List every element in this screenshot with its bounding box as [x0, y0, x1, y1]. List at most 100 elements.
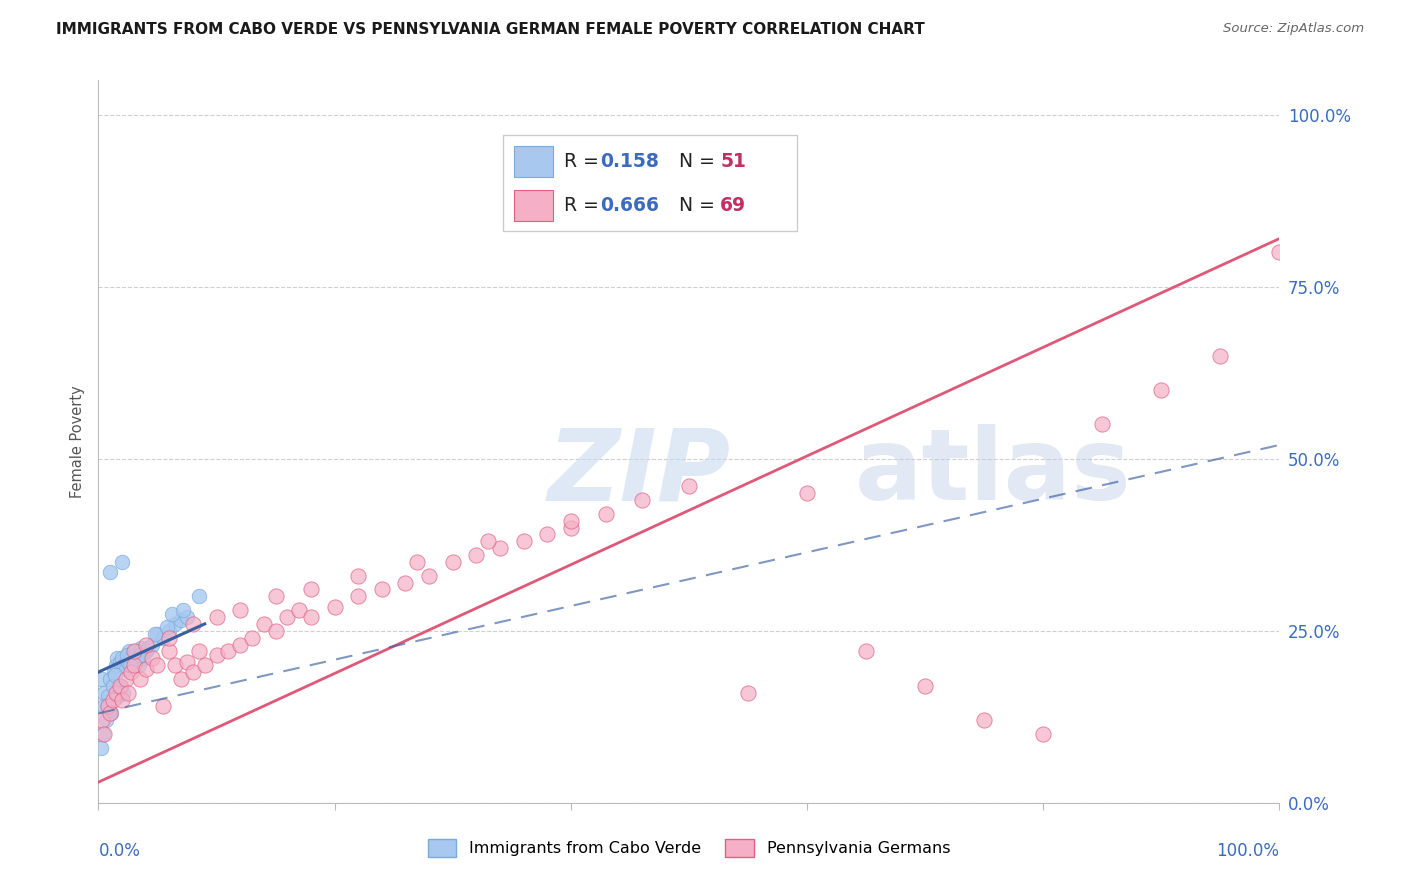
Point — [737, 686, 759, 700]
Point — [347, 590, 370, 604]
Point — [512, 534, 534, 549]
Point — [91, 713, 114, 727]
Point — [678, 479, 700, 493]
Point — [114, 662, 136, 676]
Point — [796, 486, 818, 500]
Point — [111, 692, 134, 706]
Point — [157, 644, 180, 658]
Point — [146, 658, 169, 673]
Point — [132, 651, 155, 665]
Point — [176, 655, 198, 669]
Point — [93, 727, 115, 741]
Text: R =: R = — [564, 196, 606, 215]
Point — [111, 651, 134, 665]
Point — [157, 624, 180, 638]
Text: N =: N = — [679, 196, 721, 215]
Point — [299, 610, 322, 624]
Point — [156, 620, 179, 634]
Point — [264, 590, 287, 604]
Point — [477, 534, 499, 549]
Point — [115, 648, 138, 662]
Legend: Immigrants from Cabo Verde, Pennsylvania Germans: Immigrants from Cabo Verde, Pennsylvania… — [422, 832, 956, 863]
Point — [176, 610, 198, 624]
Point — [371, 582, 394, 597]
Point — [630, 493, 652, 508]
Point — [125, 648, 148, 662]
Text: 0.158: 0.158 — [600, 152, 658, 171]
Point — [560, 514, 582, 528]
Text: 0.666: 0.666 — [600, 196, 659, 215]
Point — [141, 651, 163, 665]
Text: Source: ZipAtlas.com: Source: ZipAtlas.com — [1223, 22, 1364, 36]
Point — [170, 614, 193, 628]
Point — [107, 689, 129, 703]
Point — [90, 740, 112, 755]
Point — [489, 541, 512, 556]
Point — [1091, 417, 1114, 432]
Point — [118, 644, 141, 658]
Point — [122, 658, 145, 673]
Point — [973, 713, 995, 727]
Point — [165, 658, 187, 673]
Text: R =: R = — [564, 152, 606, 171]
Point — [110, 679, 132, 693]
FancyBboxPatch shape — [515, 190, 553, 221]
Text: IMMIGRANTS FROM CABO VERDE VS PENNSYLVANIA GERMAN FEMALE POVERTY CORRELATION CHA: IMMIGRANTS FROM CABO VERDE VS PENNSYLVAN… — [56, 22, 925, 37]
Point — [181, 616, 204, 631]
Point — [560, 520, 582, 534]
Point — [205, 648, 228, 662]
Point — [135, 638, 157, 652]
Point — [117, 655, 139, 669]
Point — [135, 644, 157, 658]
Point — [93, 699, 115, 714]
Y-axis label: Female Poverty: Female Poverty — [70, 385, 86, 498]
Point — [595, 507, 617, 521]
Point — [152, 631, 174, 645]
Point — [253, 616, 276, 631]
FancyBboxPatch shape — [515, 146, 553, 177]
Point — [181, 665, 204, 679]
Point — [114, 672, 136, 686]
Point — [240, 631, 263, 645]
Text: 100.0%: 100.0% — [1216, 842, 1279, 860]
Point — [170, 672, 193, 686]
Point — [105, 686, 128, 700]
Point — [96, 699, 118, 714]
Point — [136, 640, 159, 655]
Point — [104, 668, 127, 682]
Point — [394, 575, 416, 590]
Point — [187, 590, 209, 604]
Point — [124, 644, 146, 658]
Point — [101, 679, 124, 693]
Point — [108, 679, 131, 693]
Point — [97, 699, 120, 714]
Point — [536, 527, 558, 541]
Point — [91, 727, 114, 741]
Point — [323, 599, 346, 614]
Point — [141, 638, 163, 652]
Point — [98, 703, 121, 717]
Point — [98, 566, 121, 580]
Point — [122, 655, 145, 669]
Point — [98, 672, 121, 686]
Point — [418, 568, 440, 582]
Text: 69: 69 — [720, 196, 747, 215]
Point — [128, 672, 150, 686]
Point — [135, 662, 157, 676]
Point — [121, 651, 143, 665]
Point — [100, 706, 122, 721]
Point — [101, 692, 124, 706]
FancyBboxPatch shape — [503, 135, 797, 231]
Point — [1032, 727, 1054, 741]
Point — [217, 644, 239, 658]
Point — [94, 713, 117, 727]
Point — [160, 607, 183, 621]
Point — [205, 610, 228, 624]
Text: 51: 51 — [720, 152, 747, 171]
Point — [157, 631, 180, 645]
Point — [93, 686, 115, 700]
Point — [152, 699, 174, 714]
Point — [264, 624, 287, 638]
Point — [288, 603, 311, 617]
Point — [406, 555, 429, 569]
